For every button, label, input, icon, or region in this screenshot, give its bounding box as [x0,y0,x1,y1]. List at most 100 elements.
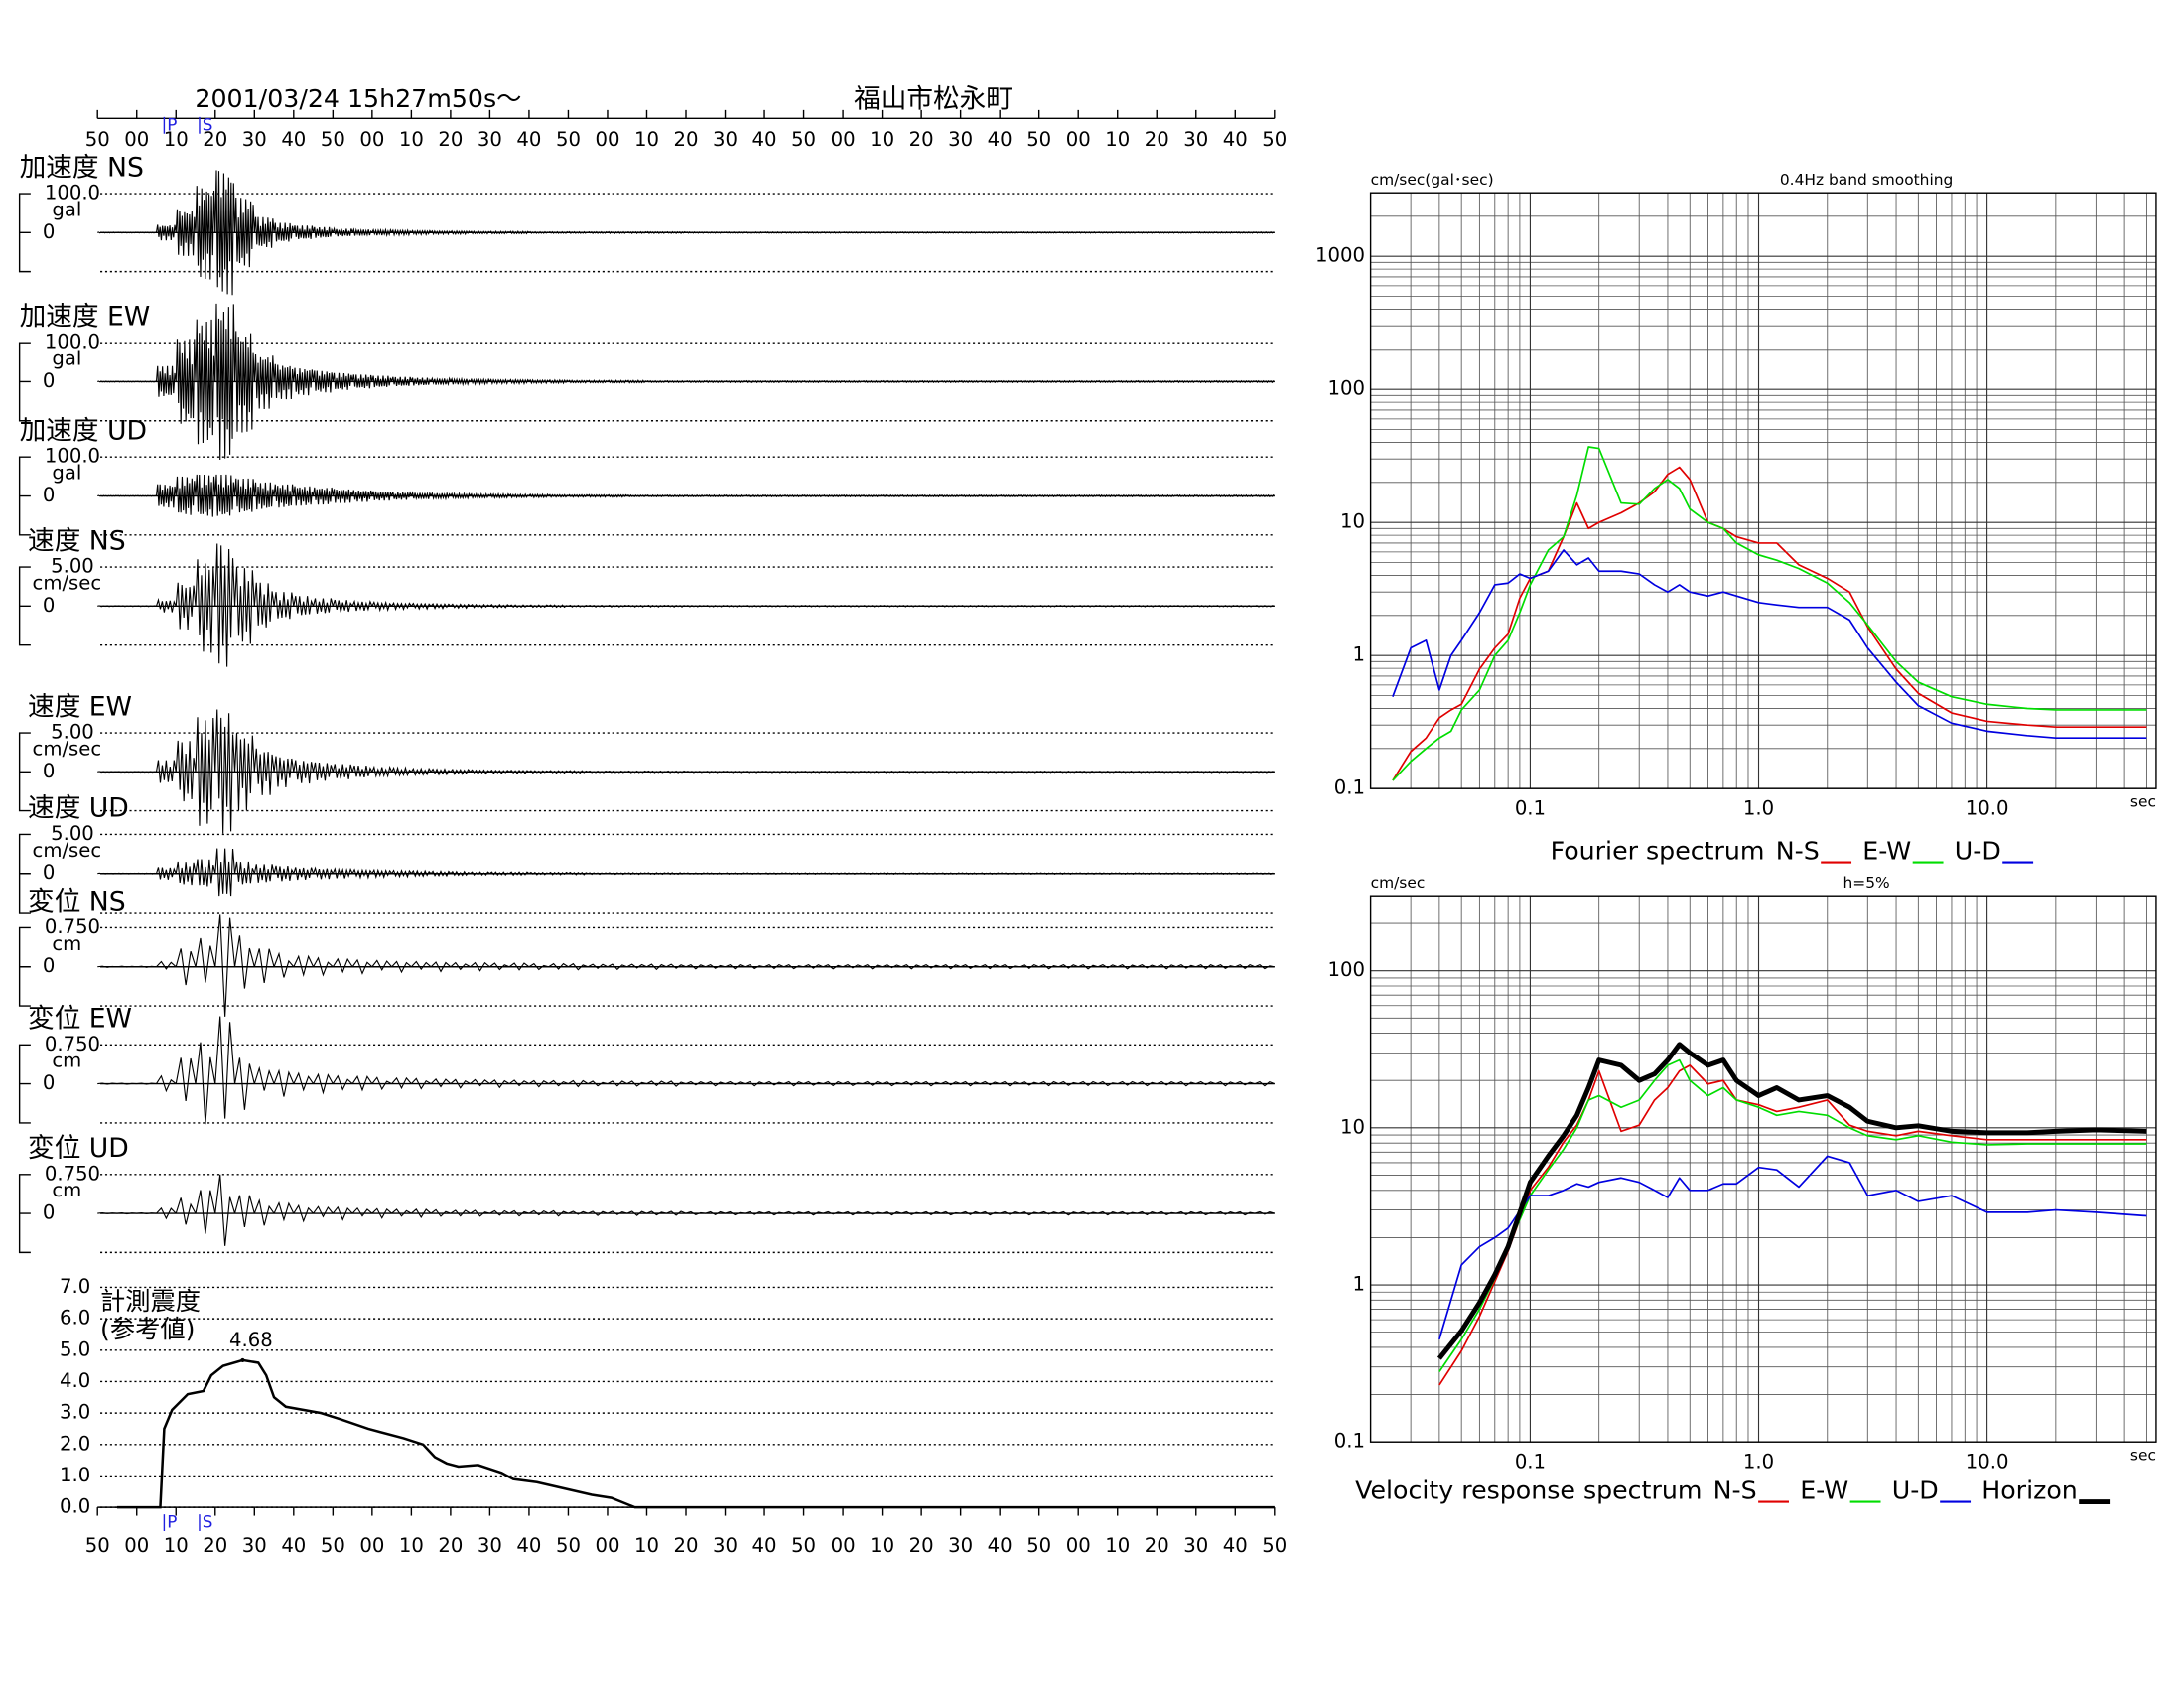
waveform-segment [960,1210,981,1215]
waveform-segment [1235,605,1256,608]
waveform-segment [745,964,765,970]
waveform-segment [97,771,118,774]
waveform-segment [293,225,315,239]
y-tick-label: 100.0 [45,331,100,353]
waveform-segment [214,543,236,667]
waveform-segment [1058,231,1079,234]
waveform-segment [233,567,255,644]
waveform-segment [293,367,315,396]
waveform-segment [155,224,177,241]
waveform-segment [587,230,609,234]
waveform-segment [1215,379,1236,384]
waveform-segment [489,769,510,774]
waveform-segment [646,604,667,608]
waveform-segment [391,1076,412,1090]
waveform-segment [410,491,432,501]
unit-label: cm [52,932,81,955]
waveform-segment [156,1206,177,1220]
waveform-segment [1175,1210,1196,1215]
waveform-segment [391,601,412,612]
waveform-segment [313,487,334,505]
waveform-segment [410,960,432,971]
waveform-segment [568,1210,589,1215]
x-tick-label: 10.0 [1966,1451,2009,1474]
y-tick-label: 7.0 [60,1275,90,1298]
waveform-segment [783,964,804,970]
waveform-segment [410,602,432,611]
waveform-segment [1235,1210,1256,1216]
y-tick-label: 1 [1353,1273,1366,1296]
waveform-segment [351,868,373,880]
waveform-segment [214,1174,236,1246]
waveform-segment [626,604,647,608]
trace-name: 速度 NS [28,525,126,556]
x-tick-label: 40 [988,1534,1013,1557]
x-tick-label: 50 [321,128,345,151]
waveform-segment [1195,1080,1216,1086]
waveform-segment [803,964,824,969]
waveform-segment [371,1076,392,1091]
waveform-segment [470,769,490,775]
waveform-segment [1038,771,1059,774]
waveform-segment [528,1209,549,1216]
x-tick-label: 30 [713,128,738,151]
waveform-segment [862,605,883,608]
waveform-segment [823,1210,844,1215]
waveform-segment [233,331,255,433]
x-tick-label: 10 [1105,1534,1130,1557]
waveform-segment [1156,379,1177,384]
waveform-segment [1077,964,1099,970]
waveform-segment [313,1072,334,1095]
waveform-segment [803,493,824,498]
waveform-segment [803,872,824,876]
waveform-segment [470,1209,490,1217]
waveform-segment [273,1201,295,1222]
waveform-segment [1195,964,1216,970]
waveform-segment [1078,1210,1099,1215]
waveform-segment [646,379,667,384]
waveform-segment [940,1210,961,1216]
waveform-segment [313,226,334,238]
waveform-segment [980,872,1001,876]
x-tick-label: 10 [399,1534,424,1557]
waveform-segment [999,605,1021,608]
x-tick-label: 10 [399,128,424,151]
waveform-segment [175,740,197,802]
waveform-segment [783,231,804,234]
waveform-segment [1097,493,1118,498]
waveform-segment [116,380,137,383]
scale-bracket [18,566,31,646]
waveform-segment [1195,771,1216,774]
waveform-segment [273,592,295,620]
waveform-segment [1234,379,1256,384]
waveform-segment [763,872,784,876]
waveform-segment [136,605,157,608]
waveform-segment [488,378,510,386]
waveform-segment [1195,379,1216,384]
waveform-segment [351,1206,373,1217]
waveform-segment [568,493,589,498]
waveform-segment [332,489,353,503]
chart-title: Velocity response spectrum [1355,1477,1702,1505]
waveform-segment [1019,493,1039,498]
spectrum-line [1438,1064,2147,1386]
phase-marker-label: P [167,114,177,134]
waveform-segment [940,379,961,384]
waveform-segment [1058,379,1079,384]
y-tick-label: 1000 [1315,244,1365,267]
unit-label: gal [52,348,81,370]
waveform-segment [233,1195,255,1228]
waveform-segment [763,1080,784,1086]
waveform-segment [882,1210,902,1216]
waveform-segment [528,1079,549,1088]
waveform-segment [450,870,471,877]
waveform-segment [705,771,726,774]
waveform-segment [470,603,490,609]
waveform-segment [1137,964,1158,969]
waveform-segment [430,961,452,973]
waveform-segment [1038,231,1059,234]
waveform-segment [999,872,1021,876]
x-tick-label: 20 [203,1534,227,1557]
waveform-segment [410,229,432,236]
waveform-segment [783,1210,804,1215]
